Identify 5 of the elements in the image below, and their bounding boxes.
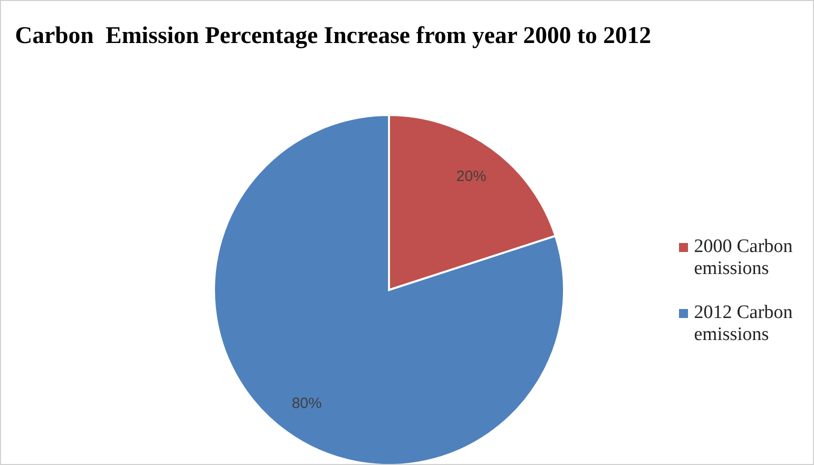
data-label: 20% (456, 168, 486, 186)
legend-label: 2000 Carbon emissions (694, 236, 794, 280)
legend-label: 2012 Carbon emissions (694, 302, 794, 346)
chart-title: Carbon Emission Percentage Increase from year 2000 to 2012 (15, 23, 652, 50)
data-label: 80% (292, 394, 322, 412)
